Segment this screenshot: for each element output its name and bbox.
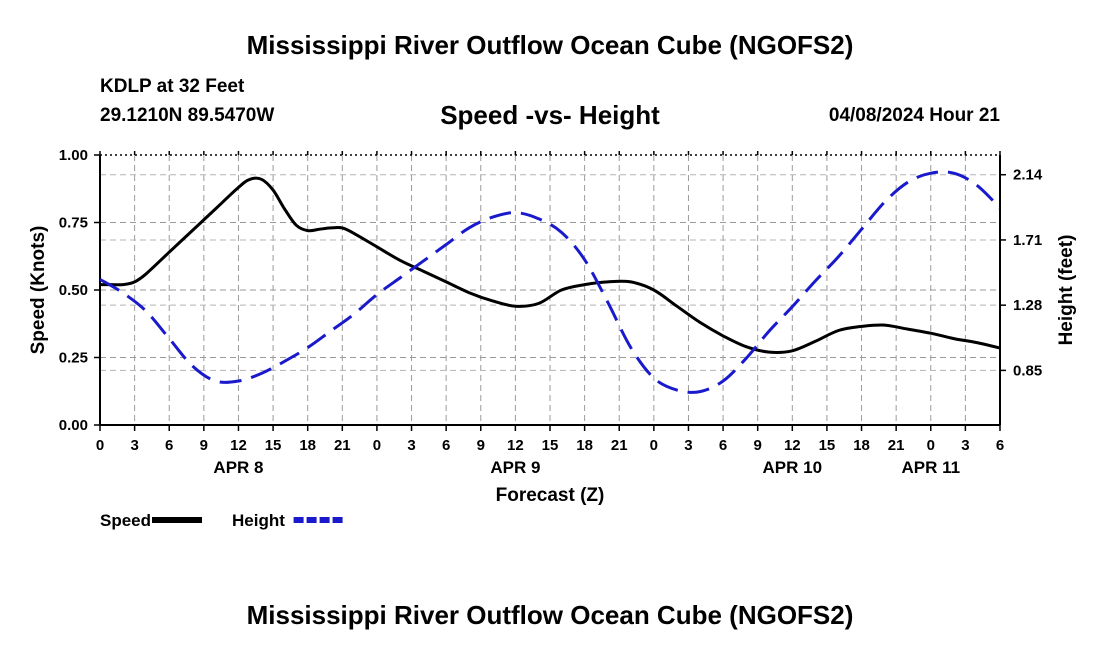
day-label: APR 10 xyxy=(763,458,823,477)
x-tick-label: 18 xyxy=(853,437,870,454)
x-tick-label: 6 xyxy=(165,437,173,454)
x-tick-label: 12 xyxy=(230,437,247,454)
x-tick-label: 15 xyxy=(542,437,559,454)
y-right-tick-label: 2.14 xyxy=(1013,167,1043,184)
x-tick-label: 12 xyxy=(507,437,524,454)
x-tick-label: 9 xyxy=(477,437,485,454)
x-tick-label: 6 xyxy=(719,437,727,454)
footer-title: Mississippi River Outflow Ocean Cube (NG… xyxy=(246,600,854,630)
x-tick-label: 3 xyxy=(961,437,969,454)
series-line-height xyxy=(100,170,1000,394)
x-tick-label: 15 xyxy=(265,437,282,454)
x-tick-label: 3 xyxy=(407,437,415,454)
grid-lines xyxy=(100,155,1000,425)
y-right-tick-label: 1.28 xyxy=(1013,297,1042,314)
y-right-tick-label: 1.71 xyxy=(1013,232,1042,249)
y-left-axis-title: Speed (Knots) xyxy=(28,226,49,355)
series-line-speed xyxy=(100,176,1000,354)
chart-subtitle: Speed -vs- Height xyxy=(440,100,660,130)
x-tick-label: 18 xyxy=(299,437,316,454)
x-tick-label: 12 xyxy=(784,437,801,454)
y-left-tick-label: 0.25 xyxy=(59,350,88,367)
day-label: APR 9 xyxy=(490,458,540,477)
x-tick-label: 0 xyxy=(373,437,381,454)
x-tick-label: 21 xyxy=(888,437,905,454)
day-label: APR 11 xyxy=(901,458,960,477)
y-right-axis-title: Height (feet) xyxy=(1056,235,1077,346)
y-left-tick-label: 0.00 xyxy=(59,417,88,434)
x-tick-label: 0 xyxy=(927,437,935,454)
x-tick-label: 0 xyxy=(650,437,658,454)
forecast-datetime: 04/08/2024 Hour 21 xyxy=(828,105,1000,126)
x-tick-label: 6 xyxy=(996,437,1004,454)
x-tick-label: 21 xyxy=(611,437,628,454)
day-label: APR 8 xyxy=(213,458,263,477)
y-left-tick-label: 0.75 xyxy=(59,215,88,232)
x-tick-label: 15 xyxy=(819,437,836,454)
x-tick-label: 9 xyxy=(754,437,762,454)
x-tick-label: 3 xyxy=(684,437,692,454)
x-tick-label: 21 xyxy=(334,437,351,454)
station-coordinates: 29.1210N 89.5470W xyxy=(100,105,275,126)
x-tick-label: 0 xyxy=(96,437,104,454)
x-tick-label: 3 xyxy=(130,437,138,454)
x-tick-label: 6 xyxy=(442,437,450,454)
y-left-tick-label: 1.00 xyxy=(59,147,88,164)
station-label: KDLP at 32 Feet xyxy=(100,76,245,97)
y-left-tick-label: 0.50 xyxy=(59,282,88,299)
legend-label: Height xyxy=(232,511,285,530)
x-tick-label: 9 xyxy=(200,437,208,454)
legend-label: Speed xyxy=(100,511,151,530)
x-axis-title: Forecast (Z) xyxy=(496,485,605,506)
main-title: Mississippi River Outflow Ocean Cube (NG… xyxy=(246,30,854,60)
x-tick-label: 18 xyxy=(576,437,593,454)
y-right-tick-label: 0.85 xyxy=(1013,362,1042,379)
